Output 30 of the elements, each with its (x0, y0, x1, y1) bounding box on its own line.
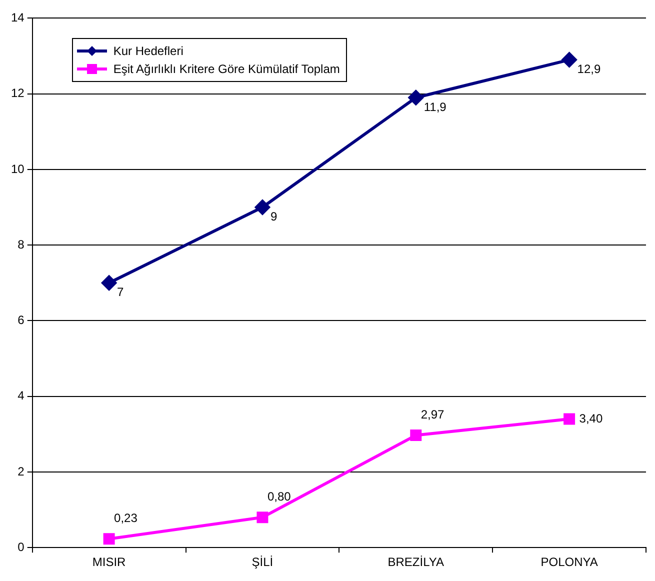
point (562, 52, 577, 68)
point (410, 430, 422, 442)
legend-label: Eşit Ağırlıklı Kritere Göre Kümülatif Toplam (113, 62, 340, 76)
data-label: 2,97 (420, 408, 445, 422)
data-label: 7 (117, 285, 124, 300)
y-tick-label: 6 (18, 313, 25, 328)
x-tick-label: MISIR (92, 555, 126, 570)
y-tick-label: 12 (10, 86, 25, 100)
legend-label: Kur Hedefleri (113, 44, 184, 58)
y-tick-label: 10 (10, 162, 25, 176)
point (256, 512, 268, 524)
data-label: 11,9 (424, 100, 447, 114)
y-tick-label: 14 (10, 10, 25, 25)
point (102, 275, 117, 290)
x-tick-label: ŞİLİ (252, 555, 274, 570)
point (103, 533, 115, 545)
x-tick-label: BREZİLYA (388, 555, 444, 570)
x-tick-label: POLONYA (540, 555, 598, 570)
data-label: 3,40 (579, 411, 603, 426)
point (408, 90, 424, 106)
y-tick-label: 2 (18, 464, 25, 478)
data-label: 12,9 (577, 62, 601, 76)
point (564, 413, 576, 425)
y-tick-label: 4 (18, 388, 25, 403)
data-label: 0,80 (267, 490, 292, 504)
data-label: 9 (270, 210, 278, 224)
y-tick-label: 8 (18, 237, 25, 252)
point (254, 200, 270, 215)
data-label: 0,23 (114, 511, 138, 526)
y-tick-label: 0 (18, 540, 25, 554)
